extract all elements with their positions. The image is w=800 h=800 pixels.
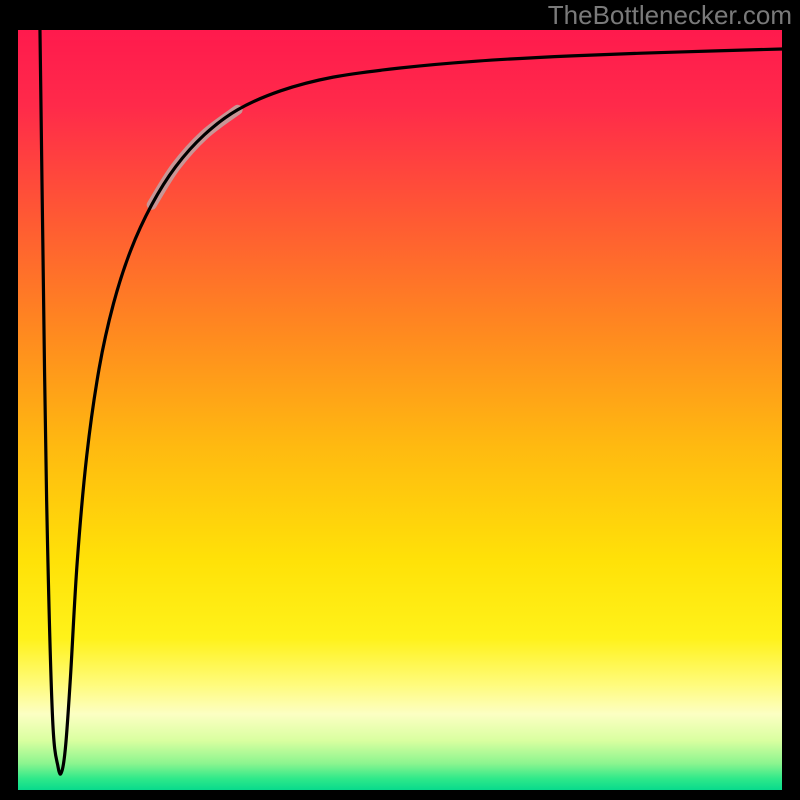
gradient-background — [18, 30, 782, 790]
chart-canvas: TheBottlenecker.com — [0, 0, 800, 800]
watermark-text: TheBottlenecker.com — [548, 0, 792, 31]
bottleneck-chart — [0, 0, 800, 800]
